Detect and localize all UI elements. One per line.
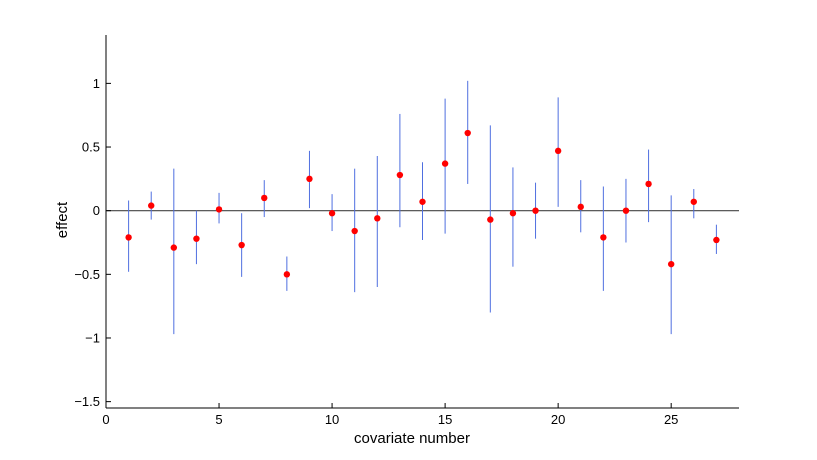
x-tick-label: 20: [551, 412, 565, 427]
y-tick-label: 0.5: [82, 140, 100, 155]
estimate-point: [396, 171, 404, 179]
x-axis-ticks: 0 5 10 15 20 25: [102, 403, 678, 427]
estimate-point: [170, 244, 178, 251]
estimate-point: [283, 271, 291, 278]
estimate-point: [645, 180, 652, 188]
y-axis-ticks: −1.5 −1 −0.5 0 0.5 1: [74, 76, 111, 409]
estimate-points: [125, 129, 720, 278]
estimate-point: [600, 234, 607, 241]
estimate-point: [554, 147, 562, 155]
estimate-point: [532, 207, 539, 214]
estimate-point: [441, 160, 449, 167]
x-tick-label: 5: [215, 412, 222, 427]
estimate-point: [148, 202, 155, 209]
y-tick-label: −1.5: [74, 394, 100, 409]
y-axis-title: effect: [54, 201, 71, 238]
estimate-point: [667, 260, 675, 268]
y-tick-label: −1: [85, 330, 100, 345]
x-tick-label: 10: [325, 412, 339, 427]
estimate-point: [464, 129, 471, 137]
x-axis-title: covariate number: [354, 430, 470, 447]
estimate-point: [509, 210, 517, 217]
estimate-point: [238, 241, 245, 249]
x-tick-label: 25: [664, 412, 678, 427]
estimate-point: [713, 236, 720, 244]
y-tick-label: 0: [93, 203, 100, 218]
estimate-point: [328, 210, 336, 217]
estimate-point: [306, 175, 313, 183]
plot-area: 0 5 10 15 20 25 −1.5 −1 −0.5 0 0.5 1: [74, 35, 739, 427]
estimate-point: [125, 234, 132, 241]
y-tick-label: −0.5: [74, 267, 100, 282]
y-tick-label: 1: [93, 76, 100, 91]
estimate-point: [419, 198, 426, 205]
estimate-point: [193, 235, 200, 242]
x-tick-label: 15: [438, 412, 452, 427]
estimate-point: [351, 227, 358, 235]
estimate-point: [487, 216, 494, 223]
estimate-point: [215, 206, 223, 213]
estimate-point: [577, 203, 584, 211]
x-tick-label: 0: [102, 412, 109, 427]
estimate-point: [690, 198, 697, 205]
estimate-point: [374, 215, 381, 222]
estimate-point: [261, 194, 268, 202]
estimate-point: [622, 207, 630, 214]
